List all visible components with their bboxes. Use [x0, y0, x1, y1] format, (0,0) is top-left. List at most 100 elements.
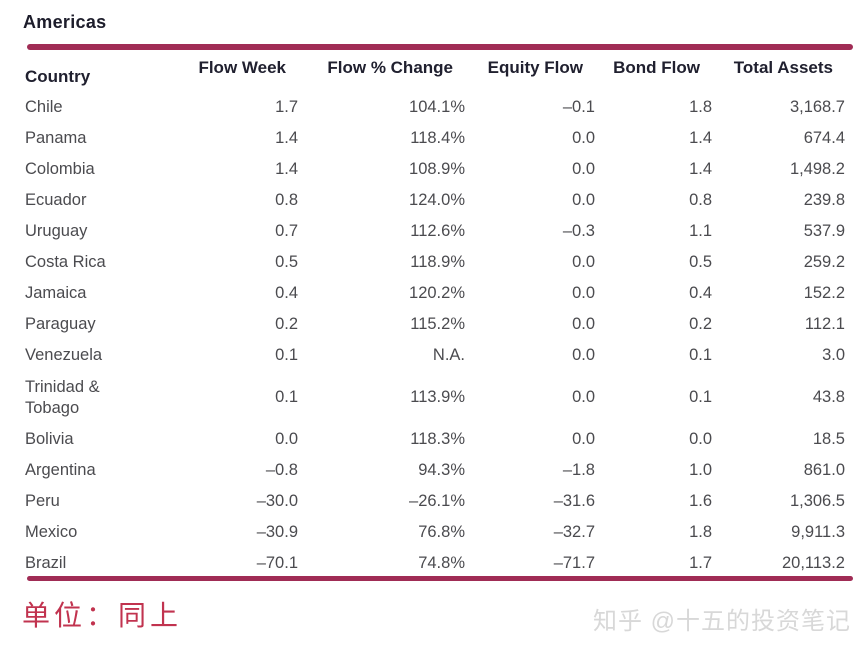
header-total-assets: Total Assets [733, 58, 833, 77]
bond-flow-cell: 1.8 [689, 523, 712, 541]
country-cell: Panama [25, 129, 87, 147]
equity-flow-cell: –71.7 [553, 554, 595, 572]
country-cell: Ecuador [25, 191, 87, 209]
country-cell: Peru [25, 492, 60, 510]
flow-week-cell: –30.0 [256, 492, 298, 510]
country-cell: Bolivia [25, 430, 74, 448]
unit-note: 单位：同上 [22, 600, 183, 631]
flow-week-cell: 0.0 [275, 430, 298, 448]
table-row-venezuela: Venezuela 0.1 N.A. 0.0 0.1 3.0 [25, 340, 845, 371]
flow-pct-cell: 104.1% [409, 98, 465, 116]
flow-pct-cell: –26.1% [409, 492, 465, 510]
flow-pct-cell: 76.8% [418, 523, 465, 541]
bond-flow-cell: 0.0 [689, 430, 712, 448]
flow-week-cell: –0.8 [265, 461, 298, 479]
country-cell: Colombia [25, 160, 95, 178]
bond-flow-cell: 1.0 [689, 461, 712, 479]
table-row-uruguay: Uruguay 0.7 112.6% –0.3 1.1 537.9 [25, 216, 845, 247]
flow-pct-cell: 112.6% [410, 222, 465, 240]
total-assets-cell: 537.9 [803, 222, 845, 240]
flow-week-cell: 0.1 [275, 388, 298, 406]
equity-flow-cell: 0.0 [572, 253, 595, 271]
table-row-ecuador: Ecuador 0.8 124.0% 0.0 0.8 239.8 [25, 185, 845, 216]
equity-flow-cell: –32.7 [553, 523, 595, 541]
bond-flow-cell: 1.6 [689, 492, 712, 510]
header-flow-week: Flow Week [198, 58, 286, 77]
table-row-costa-rica: Costa Rica 0.5 118.9% 0.0 0.5 259.2 [25, 247, 845, 278]
header-country: Country [25, 67, 91, 86]
equity-flow-cell: 0.0 [572, 191, 595, 209]
flow-week-cell: 1.4 [275, 160, 298, 178]
country-cell: Paraguay [25, 315, 96, 333]
flow-week-cell: 0.8 [275, 191, 298, 209]
flow-pct-cell: 124.0% [409, 191, 465, 209]
country-cell: Argentina [25, 461, 96, 479]
header-equity-flow: Equity Flow [487, 58, 583, 77]
country-cell: Jamaica [25, 284, 87, 302]
country-cell: Uruguay [25, 222, 88, 240]
flow-week-cell: –30.9 [256, 523, 298, 541]
flow-pct-cell: 94.3% [418, 461, 465, 479]
flow-pct-cell: 118.9% [410, 253, 465, 271]
bond-flow-cell: 0.4 [689, 284, 712, 302]
country-cell: Brazil [25, 554, 67, 572]
table-row-peru: Peru –30.0 –26.1% –31.6 1.6 1,306.5 [25, 486, 845, 517]
flow-pct-cell: 74.8% [418, 554, 465, 572]
table-row-paraguay: Paraguay 0.2 115.2% 0.0 0.2 112.1 [25, 309, 845, 340]
equity-flow-cell: 0.0 [572, 315, 595, 333]
table-row-panama: Panama 1.4 118.4% 0.0 1.4 674.4 [25, 123, 845, 154]
equity-flow-cell: –0.1 [562, 98, 595, 116]
americas-flows-table: Country Flow Week Flow % Change Equity F… [25, 56, 845, 579]
bond-flow-cell: 0.2 [689, 315, 712, 333]
table-row-trinidad-tobago: Trinidad & Tobago 0.1 113.9% 0.0 0.1 43.… [25, 371, 845, 424]
equity-flow-cell: –0.3 [562, 222, 595, 240]
bond-flow-cell: 1.4 [689, 129, 712, 147]
equity-flow-cell: 0.0 [572, 160, 595, 178]
total-assets-cell: 3.0 [822, 346, 845, 364]
total-assets-cell: 1,306.5 [789, 492, 845, 510]
table-row-mexico: Mexico –30.9 76.8% –32.7 1.8 9,911.3 [25, 517, 845, 548]
table-row-colombia: Colombia 1.4 108.9% 0.0 1.4 1,498.2 [25, 154, 845, 185]
total-assets-cell: 43.8 [812, 388, 845, 406]
flow-week-cell: 0.7 [275, 222, 298, 240]
table-row-bolivia: Bolivia 0.0 118.3% 0.0 0.0 18.5 [25, 424, 845, 455]
flow-pct-cell: 120.2% [409, 284, 465, 302]
header-bond-flow: Bond Flow [613, 58, 700, 77]
total-assets-cell: 152.2 [803, 284, 845, 302]
header-row: Country Flow Week Flow % Change Equity F… [25, 56, 845, 92]
bottom-rule [27, 576, 853, 581]
total-assets-cell: 18.5 [812, 430, 845, 448]
country-cell: Venezuela [25, 346, 103, 364]
table-row-brazil: Brazil –70.1 74.8% –71.7 1.7 20,113.2 [25, 548, 845, 579]
total-assets-cell: 3,168.7 [789, 98, 845, 116]
bond-flow-cell: 0.8 [689, 191, 712, 209]
total-assets-cell: 674.4 [803, 129, 845, 147]
equity-flow-cell: –1.8 [562, 461, 595, 479]
page-title: Americas [23, 12, 107, 32]
total-assets-cell: 239.8 [803, 191, 845, 209]
flow-pct-cell: 118.3% [410, 430, 465, 448]
bond-flow-cell: 1.8 [689, 98, 712, 116]
equity-flow-cell: 0.0 [572, 284, 595, 302]
flow-week-cell: –70.1 [256, 554, 298, 572]
flow-week-cell: 0.5 [275, 253, 298, 271]
country-cell: Chile [25, 98, 63, 116]
flow-pct-cell: N.A. [432, 346, 465, 364]
bond-flow-cell: 1.1 [689, 222, 712, 240]
total-assets-cell: 9,911.3 [791, 523, 845, 541]
country-cell: Trinidad & Tobago [25, 377, 100, 417]
bond-flow-cell: 0.1 [689, 346, 712, 364]
bond-flow-cell: 0.1 [689, 388, 712, 406]
total-assets-cell: 1,498.2 [789, 160, 845, 178]
country-cell: Mexico [25, 523, 78, 541]
equity-flow-cell: 0.0 [572, 430, 595, 448]
flow-pct-cell: 108.9% [409, 160, 465, 178]
bond-flow-cell: 1.7 [689, 554, 712, 572]
equity-flow-cell: 0.0 [572, 388, 595, 406]
table-row-jamaica: Jamaica 0.4 120.2% 0.0 0.4 152.2 [25, 278, 845, 309]
table-row-chile: Chile 1.7 104.1% –0.1 1.8 3,168.7 [25, 92, 845, 123]
flow-week-cell: 1.4 [275, 129, 298, 147]
country-cell: Costa Rica [25, 253, 106, 271]
equity-flow-cell: 0.0 [572, 129, 595, 147]
